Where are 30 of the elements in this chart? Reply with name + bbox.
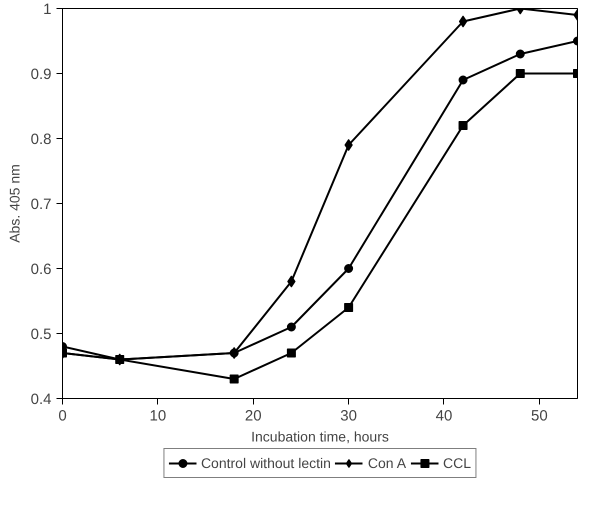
- point: [344, 264, 354, 273]
- point: [516, 69, 525, 78]
- y-tick-label: 0.9: [30, 66, 52, 83]
- point: [458, 76, 468, 84]
- point: [516, 50, 525, 58]
- x-axis-title: Incubation time, hours: [251, 428, 389, 444]
- x-tick-label: 0: [58, 408, 67, 424]
- point: [458, 16, 468, 28]
- x-tick-label: 10: [150, 408, 166, 424]
- y-tick-label: 0.5: [30, 326, 52, 343]
- y-tick-label: 1: [43, 1, 52, 18]
- y-tick-label: 0.4: [30, 391, 52, 408]
- point: [344, 139, 353, 151]
- y-tick-label: 0.8: [30, 131, 52, 148]
- point: [286, 348, 296, 358]
- point: [286, 322, 296, 332]
- y-axis-title: Abs. 405 nm: [6, 164, 23, 243]
- point: [344, 303, 354, 312]
- x-tick-label: 50: [531, 408, 548, 424]
- point: [287, 276, 296, 288]
- x-tick-label: 30: [340, 408, 357, 424]
- point: [458, 121, 468, 130]
- x-tick-label: 40: [436, 408, 452, 424]
- y-tick-label: 0.6: [30, 261, 52, 278]
- legend-label: CCL: [443, 455, 472, 471]
- point: [230, 374, 239, 384]
- legend-label: Con A: [368, 455, 406, 471]
- legend-label: Control without lectin: [200, 455, 331, 471]
- y-tick-label: 0.7: [30, 196, 52, 213]
- x-tick-label: 20: [244, 408, 262, 424]
